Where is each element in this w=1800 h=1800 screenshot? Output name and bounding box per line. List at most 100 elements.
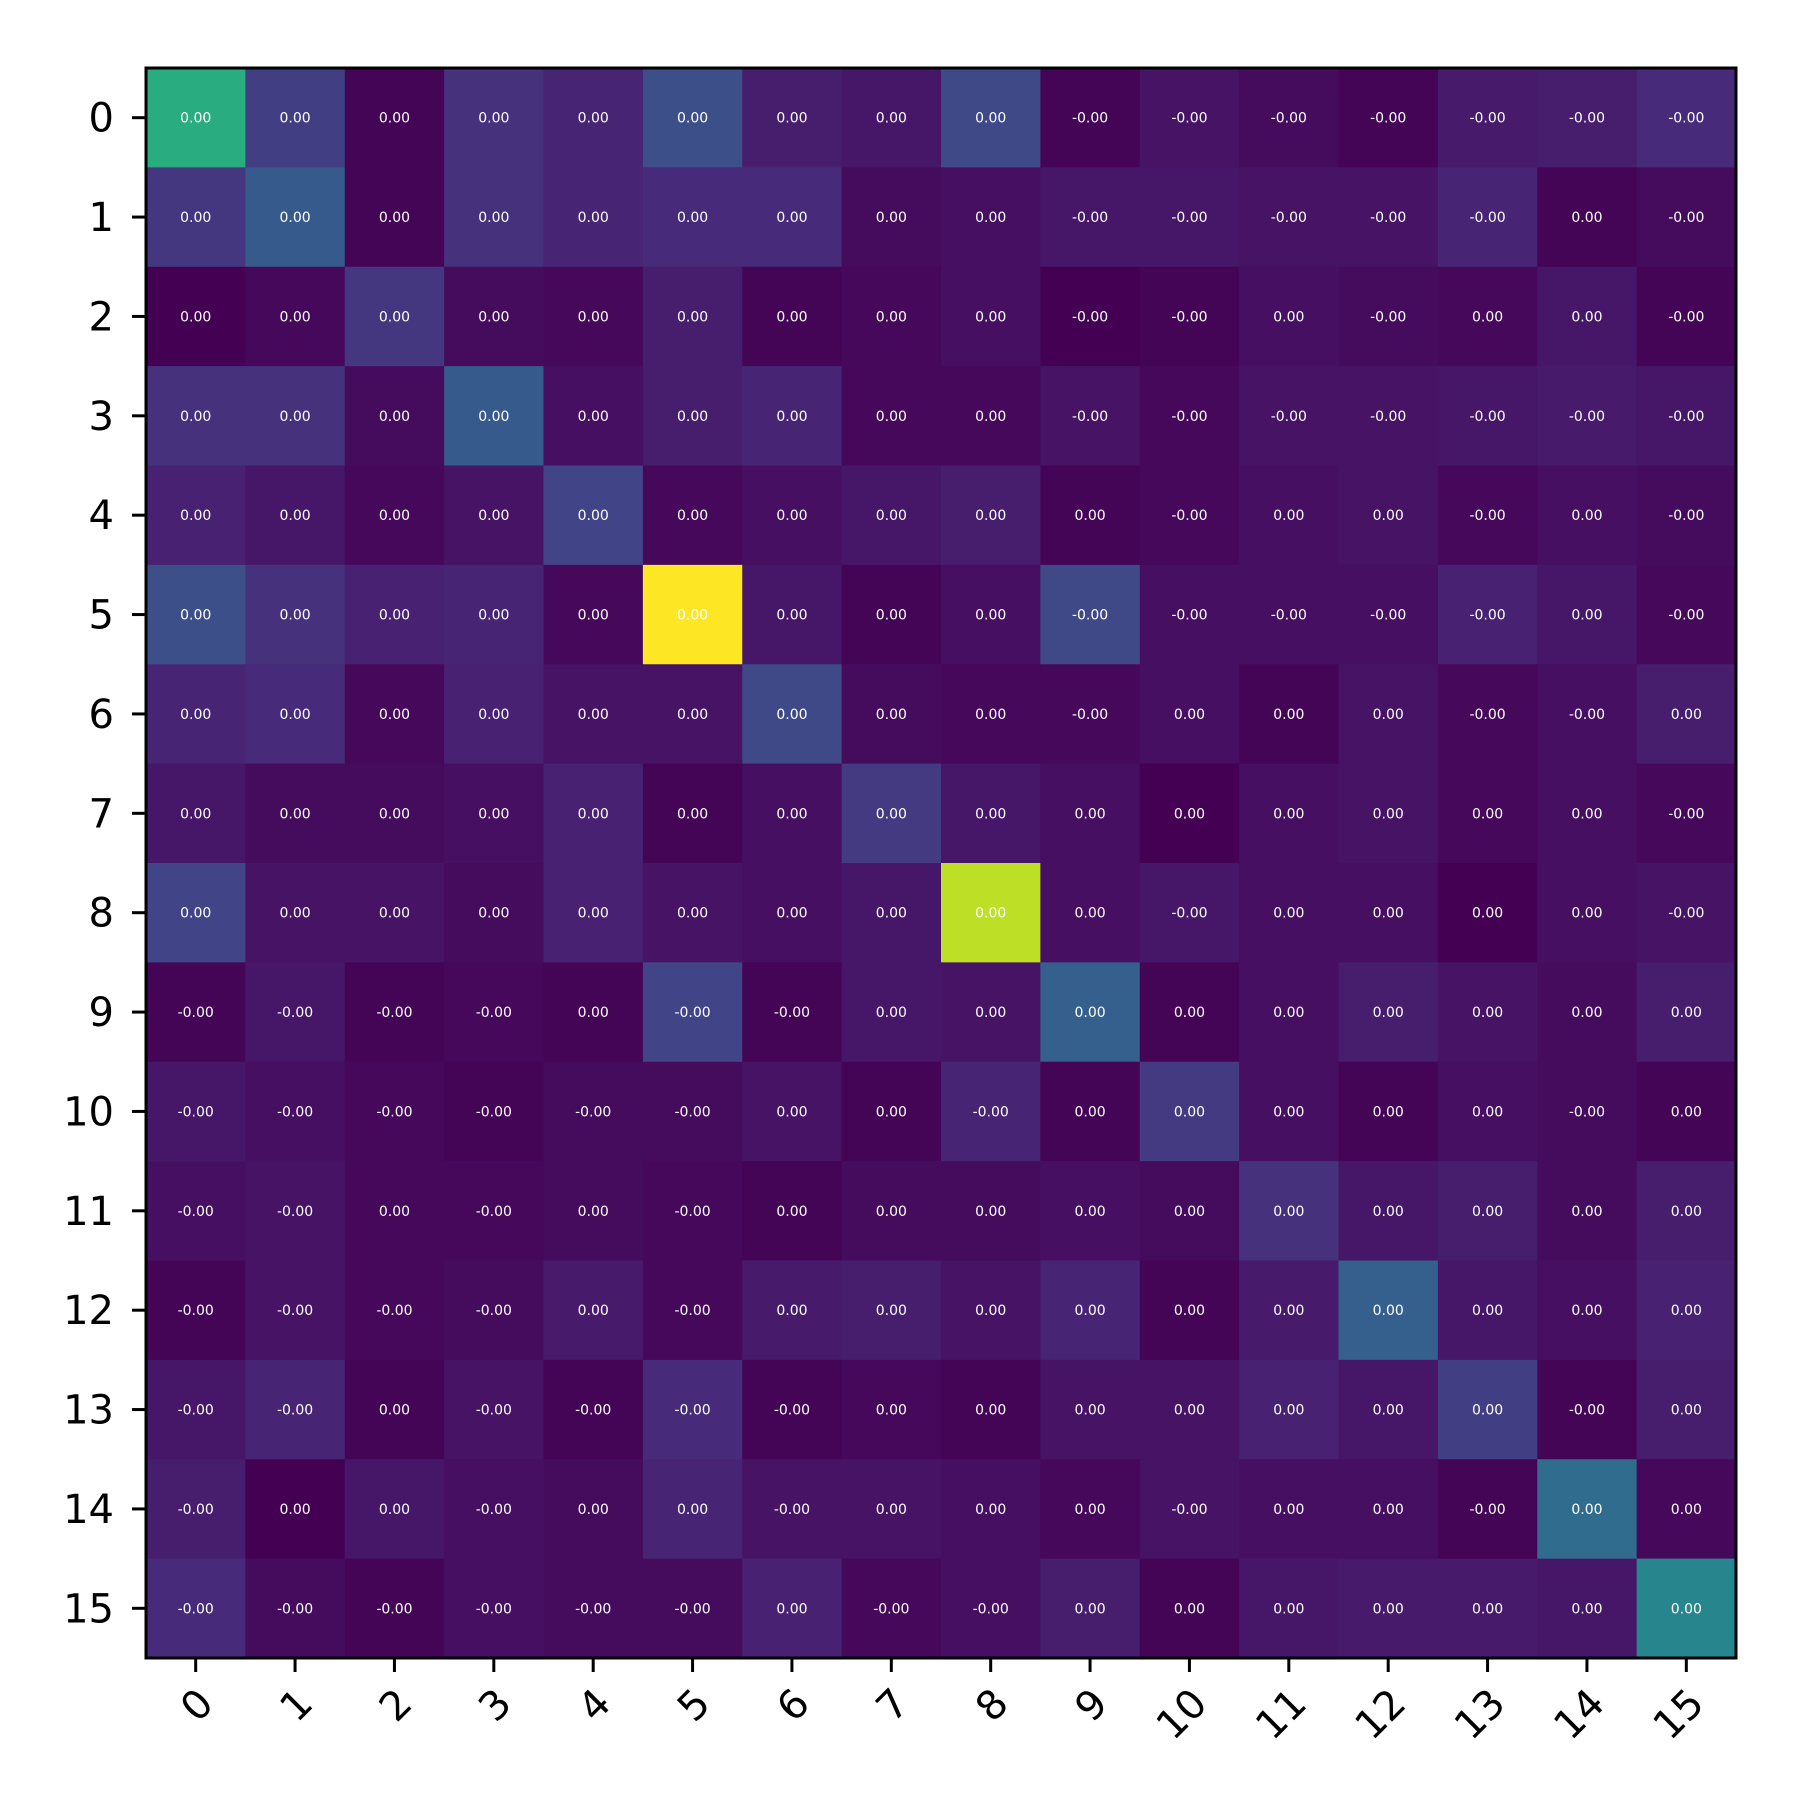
cell-value-label: 0.00 — [1671, 1502, 1702, 1518]
x-axis: 0 1 2 3 4 5 6 7 8 9 10 11 12 13 14 15 — [172, 1658, 1713, 1749]
cell-value-label: 0.00 — [1373, 1601, 1404, 1617]
cell-value-label: 0.00 — [1074, 1403, 1105, 1419]
cell-value-label: -0.00 — [1668, 608, 1704, 624]
heatmap-cell-2-4 — [543, 266, 644, 367]
cell-value-label: -0.00 — [1469, 111, 1505, 127]
heatmap-cell-0-4 — [543, 68, 644, 168]
cell-value-label: 0.00 — [1671, 1005, 1702, 1021]
cell-value-label: 0.00 — [1174, 707, 1205, 723]
heatmap-cell-9-3 — [444, 962, 544, 1063]
heatmap-cell-0-15 — [1636, 68, 1737, 168]
heatmap-cell-5-4 — [543, 564, 644, 665]
heatmap-cell-6-10 — [1139, 664, 1240, 765]
heatmap-cell-14-15 — [1636, 1459, 1737, 1560]
heatmap-cell-5-0 — [146, 564, 246, 665]
cell-value-label: 0.00 — [1074, 1303, 1105, 1319]
heatmap-cell-8-11 — [1239, 863, 1339, 963]
cell-value-label: 0.00 — [876, 707, 907, 723]
cell-value-label: 0.00 — [578, 1502, 609, 1518]
cell-value-label: 0.00 — [379, 806, 410, 822]
heatmap-cell-3-10 — [1139, 366, 1240, 466]
heatmap-cell-6-2 — [344, 664, 445, 765]
heatmap-cell-14-13 — [1437, 1459, 1538, 1560]
cell-value-label: -0.00 — [1271, 409, 1307, 425]
cell-value-label: -0.00 — [774, 1502, 810, 1518]
heatmap-cell-3-7 — [841, 366, 942, 466]
heatmap-cell-13-2 — [344, 1359, 445, 1460]
heatmap-cell-15-8 — [941, 1558, 1041, 1659]
cell-value-label: 0.00 — [1273, 508, 1304, 524]
heatmap-cell-7-6 — [742, 763, 843, 864]
heatmap-cell-12-10 — [1139, 1260, 1240, 1361]
heatmap-cell-11-11 — [1239, 1161, 1339, 1261]
heatmap-cell-1-1 — [245, 167, 346, 268]
y-tick-label: 12 — [63, 1288, 114, 1334]
heatmap-cell-8-3 — [444, 863, 544, 963]
cell-value-label: -0.00 — [1171, 111, 1207, 127]
cell-value-label: -0.00 — [376, 1104, 412, 1120]
cell-value-label: -0.00 — [1469, 707, 1505, 723]
cell-value-label: -0.00 — [674, 1104, 710, 1120]
heatmap-cell-11-8 — [941, 1161, 1041, 1261]
cell-value-label: 0.00 — [1174, 1303, 1205, 1319]
cell-value-label: -0.00 — [1171, 309, 1207, 325]
heatmap-cell-7-3 — [444, 763, 544, 864]
heatmap-cell-7-12 — [1338, 763, 1439, 864]
heatmap-cell-6-7 — [841, 664, 942, 765]
heatmap-cell-9-11 — [1239, 962, 1339, 1063]
cell-value-label: -0.00 — [1370, 111, 1406, 127]
heatmap-cell-15-12 — [1338, 1558, 1439, 1659]
cell-value-label: 0.00 — [776, 707, 807, 723]
cell-value-label: -0.00 — [476, 1104, 512, 1120]
x-tick-label: 9 — [1066, 1680, 1117, 1731]
y-tick-label: 3 — [89, 394, 114, 440]
heatmap-cell-10-11 — [1239, 1061, 1339, 1162]
cell-value-label: -0.00 — [575, 1601, 611, 1617]
cell-value-label: -0.00 — [575, 1104, 611, 1120]
heatmap-cells — [146, 68, 1737, 1659]
cell-value-label: -0.00 — [1668, 111, 1704, 127]
heatmap-cell-5-9 — [1040, 564, 1141, 665]
cell-value-label: 0.00 — [1571, 508, 1602, 524]
cell-value-label: 0.00 — [1671, 1204, 1702, 1220]
heatmap-cell-4-5 — [642, 465, 743, 566]
heatmap-cell-10-10 — [1139, 1061, 1240, 1162]
heatmap-cell-1-8 — [941, 167, 1041, 268]
cell-value-label: 0.00 — [1373, 1502, 1404, 1518]
cell-value-label: 0.00 — [478, 508, 509, 524]
x-tick-label: 1 — [271, 1680, 322, 1731]
heatmap-cell-1-6 — [742, 167, 843, 268]
heatmap-cell-4-2 — [344, 465, 445, 566]
heatmap-cell-14-14 — [1537, 1459, 1638, 1560]
heatmap-cell-10-14 — [1537, 1061, 1638, 1162]
cell-value-label: 0.00 — [677, 906, 708, 922]
cell-value-label: 0.00 — [1472, 1005, 1503, 1021]
cell-value-label: 0.00 — [379, 608, 410, 624]
cell-value-label: 0.00 — [1074, 1601, 1105, 1617]
cell-value-label: 0.00 — [180, 111, 211, 127]
cell-value-label: 0.00 — [1373, 508, 1404, 524]
cell-value-label: 0.00 — [1571, 806, 1602, 822]
cell-value-label: 0.00 — [379, 1403, 410, 1419]
heatmap-cell-0-1 — [245, 68, 346, 168]
cell-value-label: 0.00 — [279, 906, 310, 922]
heatmap-cell-5-5 — [642, 564, 743, 665]
heatmap-cell-1-0 — [146, 167, 246, 268]
cell-value-label: -0.00 — [1668, 309, 1704, 325]
cell-value-label: 0.00 — [1074, 1104, 1105, 1120]
cell-value-label: -0.00 — [1469, 508, 1505, 524]
x-tick-label: 5 — [669, 1680, 720, 1731]
heatmap-cell-14-7 — [841, 1459, 942, 1560]
cell-value-label: 0.00 — [1174, 806, 1205, 822]
heatmap-cell-0-3 — [444, 68, 544, 168]
cell-value-label: 0.00 — [1472, 806, 1503, 822]
cell-value-label: 0.00 — [677, 608, 708, 624]
cell-value-label: -0.00 — [178, 1104, 214, 1120]
x-tick-label: 12 — [1347, 1680, 1416, 1749]
cell-value-label: 0.00 — [379, 210, 410, 226]
heatmap-cell-3-15 — [1636, 366, 1737, 466]
cell-value-label: 0.00 — [975, 111, 1006, 127]
cell-value-label: 0.00 — [975, 409, 1006, 425]
cell-value-label: 0.00 — [1373, 1005, 1404, 1021]
